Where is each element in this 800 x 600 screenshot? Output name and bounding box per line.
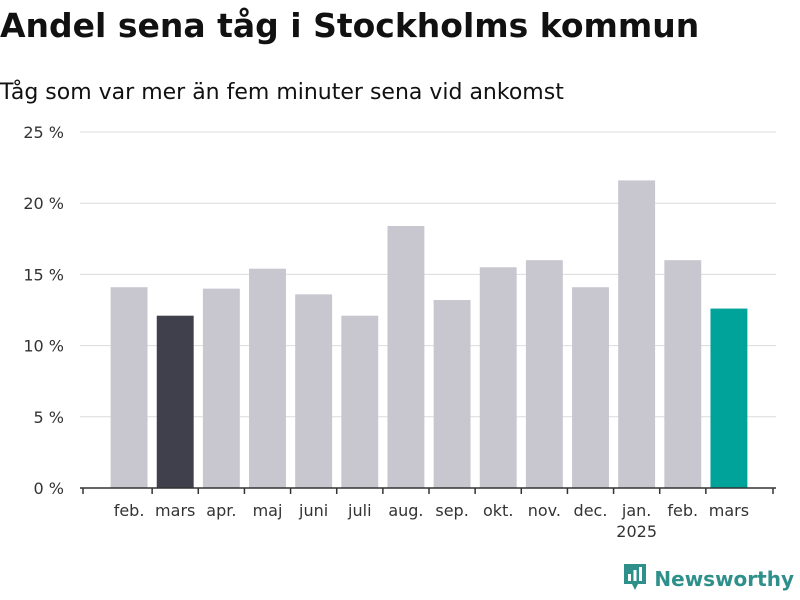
brand-logo: Newsworthy bbox=[622, 562, 794, 596]
y-tick-label: 0 % bbox=[34, 479, 64, 498]
y-tick-label: 15 % bbox=[23, 265, 64, 284]
brand-name: Newsworthy bbox=[654, 567, 794, 591]
bar-11 bbox=[572, 287, 609, 488]
x-tick-label: nov. bbox=[528, 501, 561, 520]
x-tick-label: apr. bbox=[206, 501, 236, 520]
x-axis-labels: feb. mars apr. maj juni juli aug. sep. okt. nov. d… bbox=[114, 501, 749, 541]
x-year-label: 2025 bbox=[616, 522, 657, 541]
y-tick-label: 10 % bbox=[23, 337, 64, 356]
bar-4 bbox=[249, 268, 286, 488]
x-tick-label: juli bbox=[347, 501, 371, 520]
x-tick-label: dec. bbox=[574, 501, 608, 520]
bar-8 bbox=[433, 300, 471, 488]
x-tick-label: jan. bbox=[621, 501, 651, 520]
y-tick-label: 20 % bbox=[23, 194, 64, 213]
y-axis-labels: 0 % 5 % 10 % 15 % 20 % 25 % bbox=[23, 123, 64, 498]
x-axis bbox=[80, 487, 776, 494]
x-tick-label: sep. bbox=[435, 501, 468, 520]
bar-9 bbox=[479, 267, 517, 488]
x-tick-label: mars bbox=[155, 501, 195, 520]
chart-subtitle: Tåg som var mer än fem minuter sena vid … bbox=[0, 80, 564, 105]
bar-3 bbox=[202, 288, 240, 488]
chart-title: Andel sena tåg i Stockholms kommun bbox=[0, 6, 700, 45]
x-tick-label: juni bbox=[298, 501, 328, 520]
bar-7 bbox=[387, 225, 425, 488]
x-tick-label: maj bbox=[253, 501, 283, 520]
x-tick-label: aug. bbox=[388, 501, 423, 520]
bar-2 bbox=[156, 315, 194, 488]
x-tick-label: feb. bbox=[114, 501, 145, 520]
gridlines bbox=[80, 131, 776, 418]
x-tick-label: mars bbox=[709, 501, 749, 520]
bar-1 bbox=[110, 287, 148, 488]
newsworthy-logo-icon bbox=[622, 562, 648, 596]
bar-10 bbox=[525, 260, 563, 488]
x-tick-label: okt. bbox=[483, 501, 513, 520]
x-tick-label: feb. bbox=[667, 501, 698, 520]
bar-5 bbox=[295, 294, 333, 488]
y-tick-label: 5 % bbox=[34, 408, 64, 427]
bar-12 bbox=[618, 180, 656, 488]
bars bbox=[110, 180, 748, 488]
bar-6 bbox=[341, 315, 379, 488]
y-tick-label: 25 % bbox=[23, 123, 64, 142]
bar-14 bbox=[710, 308, 748, 488]
bar-13 bbox=[664, 260, 702, 488]
